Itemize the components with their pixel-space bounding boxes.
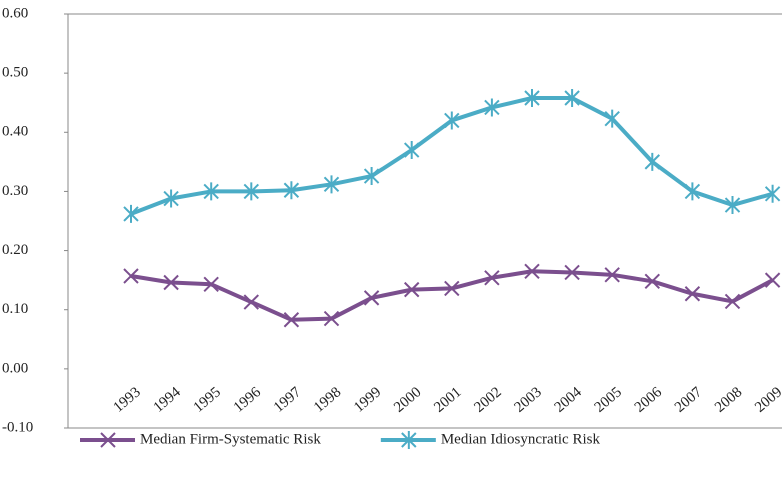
point-marker [604,109,620,128]
legend-marker [100,432,116,448]
series-line [130,269,774,322]
point-marker [203,182,219,201]
x-tick-label: 2003 [512,384,545,416]
point-marker [564,88,580,107]
point-marker [363,167,380,186]
point-marker [243,182,260,201]
x-tick-label: 2008 [712,384,745,416]
point-marker [163,274,179,291]
point-marker [764,184,781,203]
y-tick-label: 0.30 [2,183,28,199]
y-tick-label: 0.60 [2,5,28,21]
x-tick-label: 1995 [191,384,224,416]
x-tick-label: 1998 [311,384,344,416]
x-tick-label: 2005 [592,384,625,416]
point-marker [203,276,219,292]
x-tick-label: 2001 [431,384,464,416]
point-marker [724,293,741,310]
x-tick-label: 2009 [752,384,782,416]
point-marker [403,141,420,160]
x-tick-label: 2007 [672,384,706,416]
point-marker [243,294,260,310]
y-tick-label: 0.00 [2,360,28,376]
point-marker [484,270,500,286]
point-marker [484,98,500,117]
point-marker [403,281,420,298]
point-marker [644,152,661,171]
x-tick-label: 2006 [632,384,666,416]
x-tick-label: 1999 [351,384,384,416]
y-tick-label: 0.20 [2,242,28,258]
point-marker [363,290,380,306]
point-marker [564,264,580,281]
point-marker [684,182,701,201]
point-marker [283,312,300,328]
point-marker [524,263,540,279]
point-marker [444,280,460,297]
point-marker [283,181,300,200]
legend-label: Median Firm-Systematic Risk [140,431,321,447]
point-marker [724,196,741,215]
x-tick-label: 2004 [552,384,586,416]
point-marker [323,175,340,194]
point-marker [123,204,139,223]
y-tick-label: 0.10 [2,301,28,317]
point-marker [764,272,781,288]
x-tick-label: 1994 [151,384,185,416]
legend-marker [401,431,417,449]
y-tick-label: 0.50 [2,65,28,81]
point-marker [323,310,340,327]
point-marker [123,268,139,284]
x-tick-label: 2000 [391,384,424,416]
point-marker [604,267,620,283]
point-marker [684,286,701,302]
x-tick-label: 1993 [111,384,144,416]
x-tick-label: 1997 [271,384,305,416]
x-tick-label: 2002 [471,384,504,416]
legend-label: Median Idiosyncratic Risk [441,431,601,447]
x-tick-label: 1996 [231,384,265,416]
point-marker [444,111,460,130]
y-tick-label: -0.10 [2,419,33,435]
point-marker [644,273,661,290]
y-tick-label: 0.40 [2,124,28,140]
point-marker [163,189,179,208]
point-marker [524,88,540,107]
